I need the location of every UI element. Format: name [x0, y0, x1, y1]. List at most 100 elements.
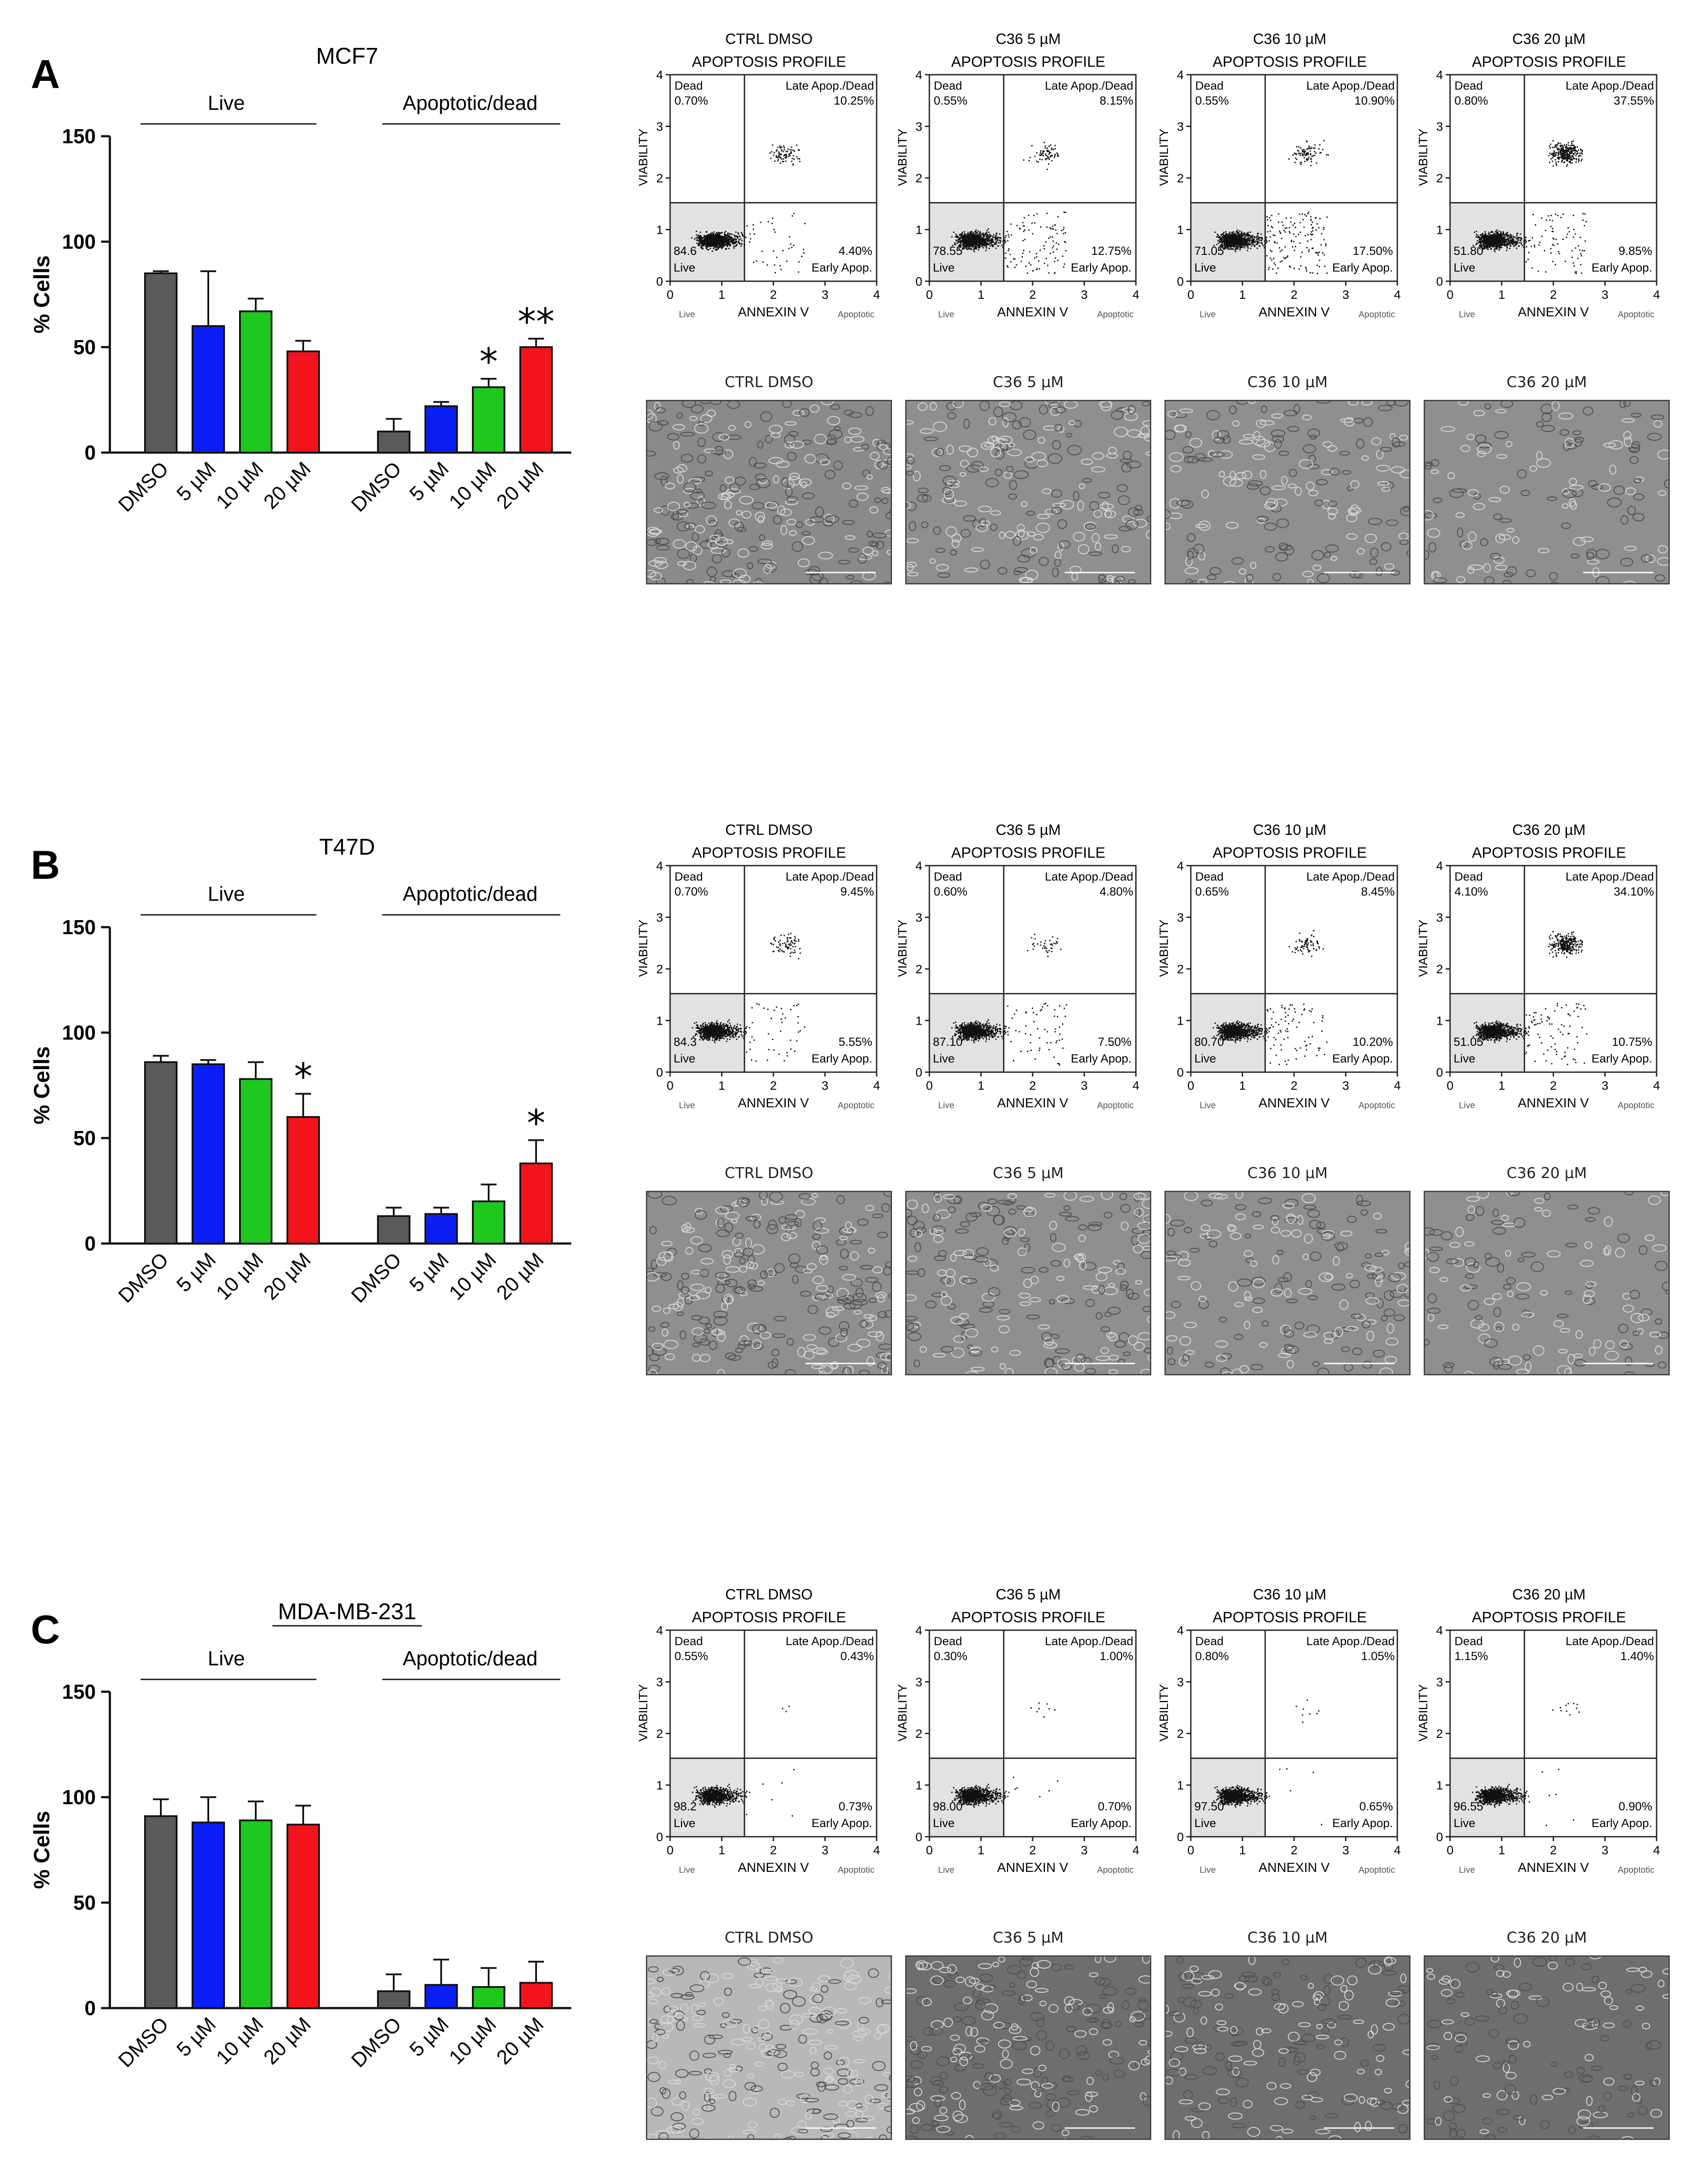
event-dot: [722, 1024, 724, 1026]
event-dot: [796, 144, 798, 146]
event-dot: [1310, 148, 1312, 149]
event-dot: [959, 234, 961, 236]
event-dot: [1563, 147, 1564, 149]
event-dot: [724, 239, 726, 241]
event-dot: [1262, 238, 1263, 240]
event-dot: [714, 243, 716, 245]
event-dot: [716, 1038, 718, 1040]
event-dot: [1497, 233, 1498, 235]
bar-live: [144, 272, 178, 453]
event-dot: [750, 238, 751, 239]
event-dot: [1237, 233, 1239, 235]
event-dot: [1227, 237, 1229, 239]
event-dot: [700, 1036, 701, 1038]
event-dot: [1218, 236, 1220, 238]
event-dot: [1570, 159, 1572, 161]
event-dot: [1495, 242, 1497, 244]
event-dot: [978, 249, 979, 251]
event-dot: [975, 247, 977, 249]
event-dot: [1496, 242, 1498, 244]
bar-live: [144, 1061, 178, 1244]
flow-x-live-label: Live: [679, 310, 695, 319]
event-dot: [785, 151, 787, 152]
event-dot: [1569, 151, 1570, 153]
event-dot: [736, 1031, 738, 1033]
event-dot: [1229, 233, 1231, 235]
event-dot: [722, 246, 723, 248]
event-dot: [1304, 151, 1305, 152]
event-dot: [700, 238, 702, 239]
event-dot: [977, 237, 979, 239]
event-dot: [977, 230, 979, 232]
event-dot: [1054, 145, 1056, 146]
event-dot: [742, 1036, 743, 1037]
event-dot: [1225, 233, 1227, 235]
y-tick-label: 3: [656, 911, 663, 925]
event-dot: [1305, 235, 1306, 236]
event-dot: [1512, 239, 1514, 240]
event-dot: [728, 248, 730, 249]
event-dot: [727, 237, 729, 239]
event-dot: [792, 164, 794, 166]
event-dot: [1044, 153, 1046, 155]
event-dot: [1044, 147, 1046, 149]
event-dot: [1051, 149, 1052, 150]
event-dot: [703, 243, 704, 244]
event-dot: [1260, 239, 1262, 241]
event-dot: [991, 242, 993, 243]
event-dot: [1004, 242, 1005, 244]
x-tick-label: 4: [1653, 288, 1660, 301]
event-dot: [975, 234, 977, 236]
event-dot: [1223, 241, 1225, 243]
event-dot: [959, 239, 961, 240]
event-dot: [979, 237, 981, 239]
event-dot: [1254, 244, 1255, 246]
event-dot: [1566, 236, 1567, 238]
event-dot: [700, 232, 701, 233]
event-dot: [1214, 232, 1216, 233]
event-dot: [718, 241, 720, 243]
event-dot: [1576, 150, 1577, 152]
event-dot: [1479, 241, 1481, 243]
event-dot: [1224, 239, 1226, 241]
event-dot: [1242, 244, 1244, 246]
event-dot: [1244, 241, 1246, 243]
event-dot: [1228, 246, 1229, 247]
event-dot: [738, 1028, 739, 1030]
event-dot: [1316, 162, 1317, 164]
event-dot: [1497, 242, 1498, 243]
event-dot: [791, 160, 793, 162]
event-dot: [1053, 245, 1055, 247]
event-dot: [1500, 243, 1502, 245]
event-dot: [1034, 156, 1036, 157]
event-dot: [964, 242, 965, 244]
event-dot: [703, 245, 705, 247]
event-dot: [754, 233, 755, 235]
event-dot: [1579, 152, 1581, 154]
event-dot: [1308, 145, 1310, 147]
x-tick-label: 2: [770, 1079, 777, 1092]
event-dot: [719, 239, 721, 240]
event-dot: [722, 241, 724, 243]
event-dot: [725, 248, 727, 250]
event-dot: [1568, 150, 1570, 152]
event-dot: [1290, 217, 1292, 219]
event-dot: [1564, 161, 1565, 163]
quadrant-early-value: 4.40%: [838, 244, 872, 257]
event-dot: [1312, 272, 1313, 274]
event-dot: [1247, 250, 1248, 251]
event-dot: [1047, 156, 1048, 158]
event-dot: [1480, 243, 1482, 244]
event-dot: [698, 1026, 700, 1028]
event-dot: [1577, 152, 1579, 154]
event-dot: [1227, 235, 1229, 237]
event-dot: [1047, 265, 1048, 266]
event-dot: [1556, 146, 1558, 148]
event-dot: [1216, 236, 1218, 238]
event-dot: [1567, 154, 1568, 156]
event-dot: [696, 239, 698, 241]
event-dot: [1251, 242, 1252, 243]
event-dot: [1247, 243, 1249, 245]
event-dot: [1224, 245, 1226, 247]
event-dot: [698, 235, 700, 237]
